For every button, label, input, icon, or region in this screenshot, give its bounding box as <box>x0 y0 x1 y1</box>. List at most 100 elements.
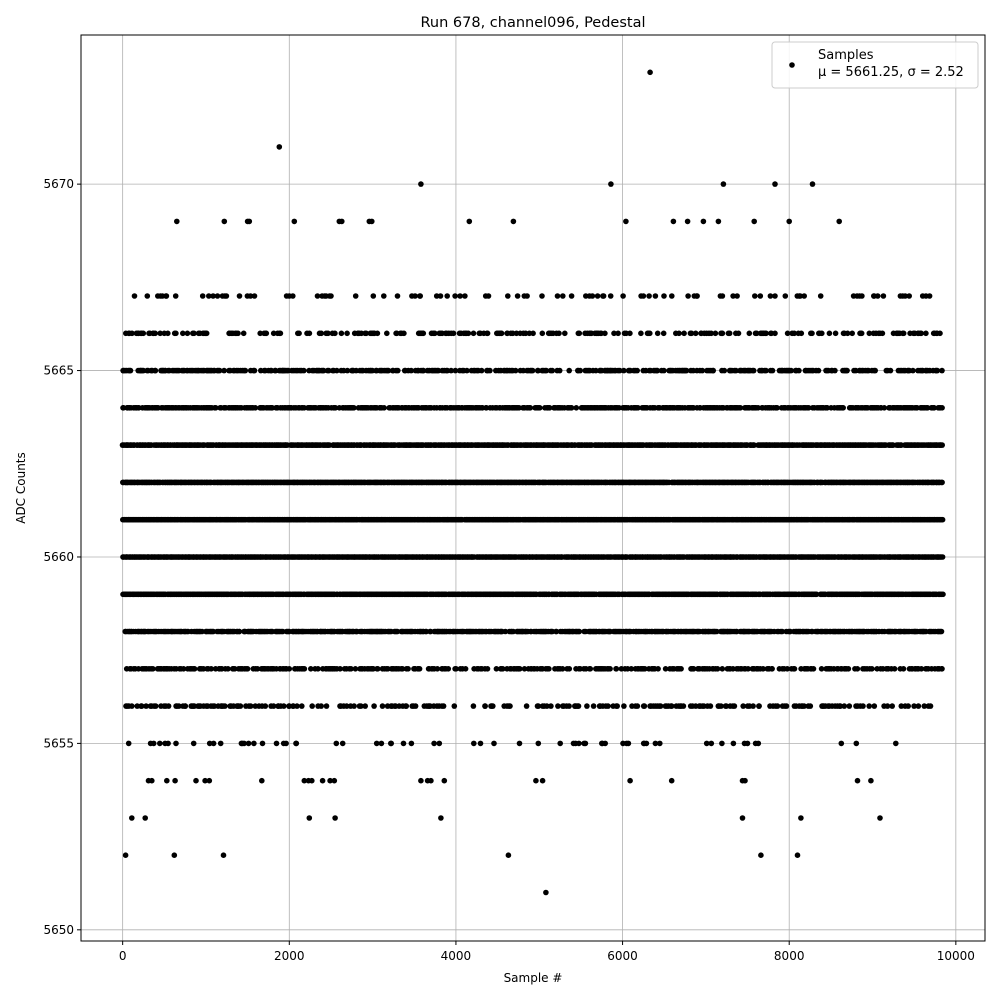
sample-point <box>583 741 589 747</box>
sample-point <box>437 741 443 747</box>
sample-point <box>576 703 582 709</box>
sample-point <box>413 703 419 709</box>
sample-point <box>860 703 866 709</box>
sample-point <box>602 741 608 747</box>
sample-point <box>517 741 523 747</box>
sample-point <box>928 703 934 709</box>
sample-point <box>324 703 330 709</box>
sample-point <box>566 703 572 709</box>
sample-point <box>842 703 848 709</box>
sample-point <box>379 741 385 747</box>
sample-point <box>536 741 542 747</box>
sample-point <box>709 741 715 747</box>
sample-point <box>866 703 872 709</box>
sample-point <box>655 666 661 672</box>
sample-point <box>371 703 377 709</box>
sample-point <box>905 703 911 709</box>
sample-point <box>846 666 852 672</box>
sample-point <box>720 666 726 672</box>
sample-point <box>811 666 817 672</box>
sample-point <box>605 703 611 709</box>
sample-point <box>524 703 530 709</box>
sample-point <box>756 741 762 747</box>
sample-point <box>463 666 469 672</box>
sample-point <box>151 741 157 747</box>
sample-point <box>211 741 217 747</box>
sample-point <box>482 703 488 709</box>
sample-point <box>388 741 394 747</box>
sample-point <box>471 703 477 709</box>
sample-point <box>546 666 552 672</box>
sample-point <box>446 666 452 672</box>
sample-point <box>491 741 497 747</box>
sample-point <box>731 741 737 747</box>
sample-point <box>218 741 224 747</box>
sample-point <box>441 703 447 709</box>
sample-point <box>614 666 620 672</box>
sample-point <box>940 592 946 598</box>
sample-point <box>658 703 664 709</box>
sample-point <box>251 741 257 747</box>
sample-point <box>732 703 738 709</box>
sample-point <box>485 666 491 672</box>
sample-point <box>635 703 641 709</box>
sample-point <box>260 741 266 747</box>
sample-point <box>245 666 251 672</box>
sample-point <box>784 703 790 709</box>
sample-point <box>166 703 172 709</box>
sample-point <box>380 703 386 709</box>
sample-point <box>351 703 357 709</box>
sample-point <box>362 703 368 709</box>
sample-point <box>404 703 410 709</box>
sample-point <box>719 741 725 747</box>
sample-point <box>431 741 437 747</box>
sample-point <box>576 741 582 747</box>
sample-point <box>626 741 632 747</box>
sample-point <box>507 703 513 709</box>
sample-point <box>299 703 305 709</box>
sample-point <box>283 741 289 747</box>
sample-point <box>939 666 945 672</box>
sample-point <box>750 703 756 709</box>
sample-point <box>681 703 687 709</box>
sample-point <box>126 741 132 747</box>
sample-point <box>644 741 650 747</box>
sample-point <box>839 741 845 747</box>
sample-point <box>191 741 197 747</box>
sample-point <box>555 703 561 709</box>
sample-point <box>281 703 287 709</box>
sample-point <box>939 629 945 635</box>
sample-point <box>165 741 171 747</box>
sample-point <box>854 741 860 747</box>
sample-point <box>222 703 228 709</box>
sample-point <box>294 703 300 709</box>
sample-point <box>315 666 321 672</box>
sample-point <box>471 741 477 747</box>
sample-point <box>889 703 895 709</box>
sample-point <box>792 666 798 672</box>
sample-point <box>401 741 407 747</box>
sample-point <box>847 703 853 709</box>
sample-point <box>940 517 946 523</box>
sample-point <box>157 741 163 747</box>
sample-point <box>340 741 346 747</box>
sample-point <box>153 703 159 709</box>
sample-point <box>294 741 300 747</box>
sample-point <box>567 666 573 672</box>
sample-point <box>756 703 762 709</box>
sample-point <box>916 703 922 709</box>
sample-point <box>901 666 907 672</box>
sample-point <box>334 741 340 747</box>
sample-point <box>872 703 878 709</box>
sample-point <box>287 666 293 672</box>
sample-point <box>490 703 496 709</box>
sample-point <box>274 741 280 747</box>
sample-point <box>409 741 415 747</box>
sample-point <box>657 741 663 747</box>
sample-point <box>939 480 945 486</box>
sample-point <box>548 703 554 709</box>
sample-point <box>129 703 135 709</box>
sample-point <box>584 703 590 709</box>
